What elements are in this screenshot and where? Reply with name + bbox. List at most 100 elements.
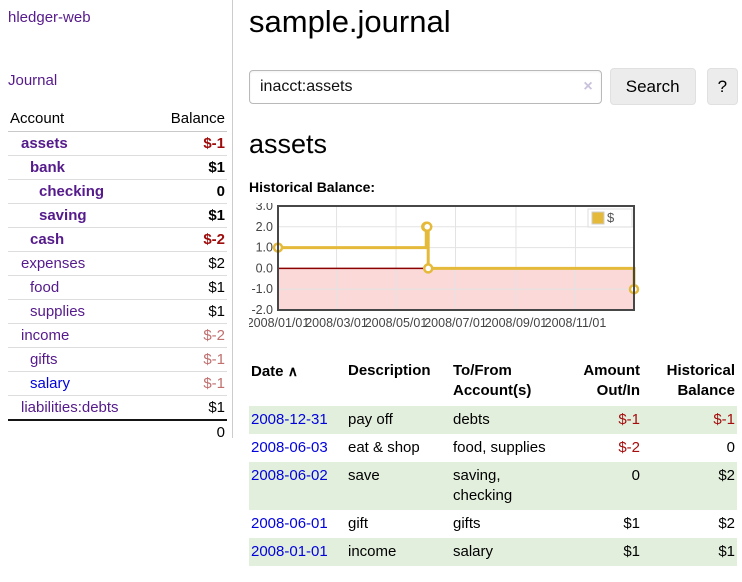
accounts-header: To/From Account(s) (453, 362, 532, 399)
register-date-link[interactable]: 2008-01-01 (251, 543, 328, 560)
register-description: pay off (348, 411, 393, 428)
y-tick-label: 2.0 (256, 220, 273, 234)
account-link[interactable]: supplies (30, 303, 86, 320)
account-balance: $1 (148, 299, 227, 324)
accounts-header-account: Account (8, 107, 148, 132)
search-input[interactable] (249, 69, 602, 104)
register-accounts: gifts (453, 515, 481, 532)
accounts-total-row: 0 (8, 419, 227, 444)
register-date-link[interactable]: 2008-06-01 (251, 515, 328, 532)
account-link[interactable]: food (30, 279, 60, 296)
register-table: Date ∧ Description To/From Account(s) Am… (249, 359, 737, 566)
account-link[interactable]: assets (21, 135, 68, 152)
search-button[interactable]: Search (609, 68, 696, 105)
y-tick-label: -1.0 (251, 282, 273, 296)
register-date-cell: 2008-06-02 (249, 462, 346, 510)
account-balance: $-1 (148, 131, 227, 156)
account-balance: $-1 (148, 371, 227, 396)
help-button[interactable]: ? (706, 68, 738, 105)
register-description: income (348, 543, 397, 560)
register-balance: $2 (718, 515, 735, 532)
register-date-link[interactable]: 2008-06-02 (251, 467, 328, 484)
account-link[interactable]: saving (39, 207, 87, 224)
search-bar: × Search ? (249, 68, 738, 105)
register-date-link[interactable]: 2008-06-03 (251, 439, 328, 456)
journal-link[interactable]: Journal (8, 72, 58, 89)
balance-chart[interactable]: $3.0 2.0 1.0 0.0 -1.0 -2.0 2008/01/01 2008/03/0… (247, 199, 641, 335)
accounts-body: assets $-1 bank $1 checking 0 saving $1 cash $-2 e… (8, 131, 227, 421)
register-amount: 0 (631, 467, 640, 484)
register-accounts: salary (453, 543, 494, 560)
account-balance: $-1 (148, 347, 227, 372)
register-row: 2008-06-03 eat & shop food, supplies $-2 0 (249, 434, 737, 462)
account-name-cell: food (8, 275, 148, 300)
account-row: salary $-1 (8, 371, 227, 396)
data-point (422, 263, 434, 274)
account-row: income $-2 (8, 323, 227, 348)
register-row: 2008-06-02 save saving, checking 0 $2 (249, 462, 737, 510)
account-name-cell: saving (8, 203, 148, 228)
x-tick-label: 2008/03/01 (305, 316, 368, 330)
account-balance: $1 (148, 275, 227, 300)
register-amount: $1 (623, 543, 640, 560)
account-balance: $-2 (148, 323, 227, 348)
accounts-header-balance: Balance (148, 107, 227, 132)
account-name-cell: liabilities:debts (8, 395, 148, 421)
account-row: expenses $2 (8, 251, 227, 276)
register-row: 2008-12-31 pay off debts $-1 $-1 (249, 406, 737, 434)
sort-asc-icon: ∧ (287, 363, 298, 379)
x-tick-label: 2008/05/01 (365, 316, 428, 330)
balance-header: Historical Balance (666, 362, 735, 399)
register-accounts: food, supplies (453, 439, 546, 456)
data-point (421, 221, 433, 233)
account-link[interactable]: checking (39, 183, 105, 200)
register-amount: $-2 (618, 439, 640, 456)
account-link[interactable]: salary (30, 375, 71, 392)
account-link[interactable]: bank (30, 159, 66, 176)
register-description: gift (348, 515, 369, 532)
date-header-label: Date (251, 363, 284, 380)
account-heading: assets (249, 129, 328, 159)
plot-border (277, 205, 635, 311)
account-link[interactable]: income (21, 327, 70, 344)
register-row: 2008-01-01 income salary $1 $1 (249, 538, 737, 566)
search-input-wrap: × (249, 69, 602, 104)
register-date-cell: 2008-01-01 (249, 538, 346, 566)
account-link[interactable]: gifts (30, 351, 58, 368)
register-balance: $1 (718, 543, 735, 560)
account-link[interactable]: cash (30, 231, 65, 248)
clear-search-icon[interactable]: × (583, 77, 593, 95)
account-row: food $1 (8, 275, 227, 300)
register-date-link[interactable]: 2008-12-31 (251, 411, 328, 428)
y-tick-label: 3.0 (256, 203, 273, 213)
account-row: supplies $1 (8, 299, 227, 324)
x-tick-label: 2008/11/01 (545, 316, 607, 330)
register-balance: 0 (726, 439, 735, 456)
account-row: checking 0 (8, 179, 227, 204)
register-date-cell: 2008-06-01 (249, 510, 346, 538)
account-name-cell: supplies (8, 299, 148, 324)
account-row: gifts $-1 (8, 347, 227, 372)
account-link[interactable]: liabilities:debts (21, 399, 119, 416)
description-header: Description (348, 362, 431, 379)
account-name-cell: salary (8, 371, 148, 396)
register-accounts: saving, checking (453, 467, 513, 504)
account-link[interactable]: expenses (21, 255, 86, 272)
main-content: sample.journal × Search ? assets Histori… (247, 0, 738, 566)
account-balance: $1 (148, 203, 227, 228)
account-balance: $2 (148, 251, 227, 276)
register-balance: $-1 (713, 411, 735, 428)
app-title-link[interactable]: hledger-web (8, 9, 91, 26)
balance-chart-svg: $3.0 2.0 1.0 0.0 -1.0 -2.02008/01/012008/03/0… (247, 199, 640, 330)
legend-swatch (591, 211, 605, 225)
date-sort-link[interactable]: Date ∧ (251, 363, 298, 380)
account-name-cell: cash (8, 227, 148, 252)
app-title: hledger-web (0, 0, 232, 26)
register-amount: $-1 (618, 411, 640, 428)
account-balance: $1 (148, 155, 227, 180)
register-date-cell: 2008-12-31 (249, 406, 346, 434)
journal-nav: Journal (0, 26, 232, 89)
account-row: bank $1 (8, 155, 227, 180)
account-row: saving $1 (8, 203, 227, 228)
account-name-cell: expenses (8, 251, 148, 276)
